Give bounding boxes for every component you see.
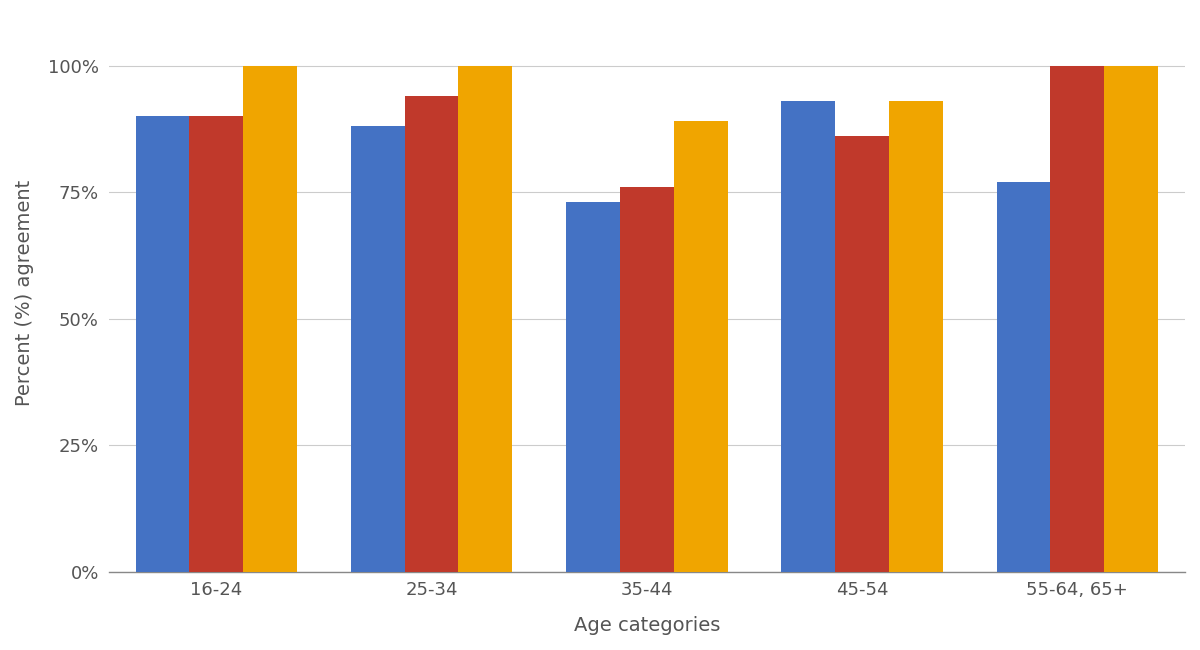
Bar	[566, 202, 620, 571]
Bar	[781, 101, 835, 571]
Bar	[889, 101, 943, 571]
Bar	[835, 136, 889, 571]
Bar	[620, 187, 673, 571]
Bar	[997, 182, 1050, 571]
X-axis label: Age categories: Age categories	[574, 616, 720, 635]
Bar	[244, 66, 296, 571]
Y-axis label: Percent (%) agreement: Percent (%) agreement	[14, 180, 34, 406]
Bar	[404, 96, 458, 571]
Bar	[190, 116, 244, 571]
Bar	[458, 66, 512, 571]
Bar	[1104, 66, 1158, 571]
Bar	[350, 126, 404, 571]
Bar	[673, 122, 727, 571]
Bar	[1050, 66, 1104, 571]
Bar	[136, 116, 190, 571]
